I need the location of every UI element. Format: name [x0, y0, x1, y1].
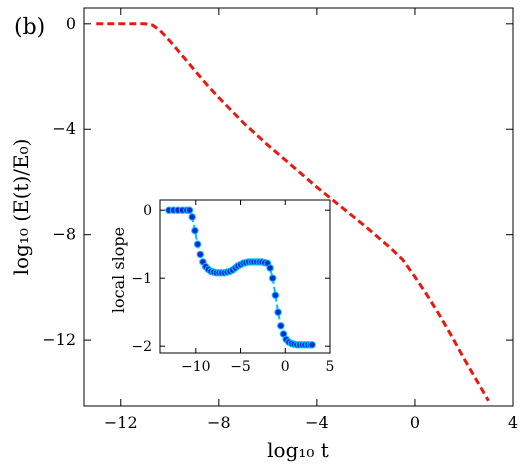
- inset-y-axis-label: local slope: [109, 227, 128, 313]
- main-ticks: −12 −8 −4 0 4 0 −4 −8 −12: [42, 8, 518, 432]
- inset-plot: −10 −5 0 5 0 −1 −2: [131, 199, 334, 375]
- main-y-tick-label: −4: [52, 119, 76, 138]
- inset-data-point: [274, 308, 282, 316]
- inset-data-point: [193, 240, 202, 248]
- main-y-tick-label: −8: [52, 225, 76, 244]
- main-x-tick-label: −12: [104, 413, 138, 432]
- inset-data-point: [185, 206, 194, 214]
- main-x-tick-label: 0: [410, 413, 420, 432]
- inset-plot-frame: [159, 199, 331, 354]
- main-x-tick-label: −8: [207, 413, 231, 432]
- main-x-tick-label: 4: [508, 413, 518, 432]
- inset-ticks: −10 −5 0 5 0 −1 −2: [131, 200, 334, 375]
- inset-data-point: [196, 250, 205, 259]
- inset-x-tick-label: −5: [230, 359, 251, 375]
- inset-x-tick-label: 5: [326, 359, 335, 375]
- inset-data-point: [191, 226, 199, 235]
- main-series-line: [96, 22, 490, 402]
- panel-label: (b): [14, 15, 45, 40]
- inset-y-tick-label: 0: [143, 203, 152, 219]
- main-y-axis-label: log₁₀ (E(t)/E₀): [9, 139, 33, 276]
- main-x-tick-label: −4: [305, 413, 329, 432]
- inset-data-point: [277, 322, 285, 330]
- main-plot-frame: [83, 7, 514, 407]
- inset-y-tick-label: −2: [131, 339, 152, 355]
- inset-x-tick-label: 0: [281, 359, 290, 375]
- inset-data-point: [188, 213, 196, 221]
- main-y-tick-label: 0: [66, 14, 76, 33]
- inset-data-point: [266, 264, 274, 272]
- main-x-axis-label: log₁₀ t: [267, 438, 329, 462]
- inset-series-points: [165, 206, 316, 349]
- inset-y-tick-label: −1: [131, 271, 152, 287]
- main-y-tick-label: −12: [42, 330, 76, 349]
- inset-data-point: [271, 291, 280, 299]
- main-plot: −12 −8 −4 0 4 0 −4 −8 −12: [42, 7, 518, 432]
- inset-data-point: [308, 341, 316, 349]
- inset-data-point: [269, 274, 277, 282]
- inset-x-tick-label: −10: [181, 359, 211, 375]
